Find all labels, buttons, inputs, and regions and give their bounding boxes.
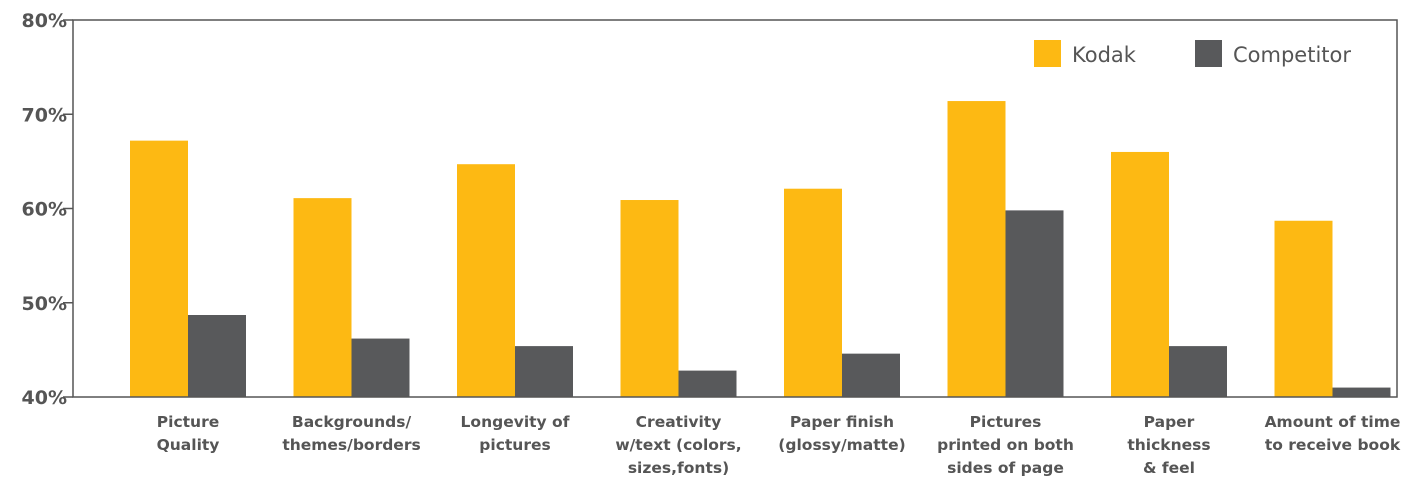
kodak-bar [130,140,188,397]
x-tick-label-line: printed on both [937,436,1074,454]
x-tick-label-line: Pictures [970,413,1042,431]
x-tick-label-line: Picture [157,413,219,431]
competitor-bar [351,338,410,397]
x-tick-label-line: w/text (colors, [615,436,741,454]
axis-layer [63,19,1398,398]
y-tick-label: 70% [22,104,67,126]
x-tick-label-line: thickness [1127,436,1210,454]
x-tick-label: Amount of time to receive book [1265,413,1401,454]
competitor-bar [678,370,737,397]
legend-swatch-kodak [1034,40,1061,67]
kodak-bar [947,101,1006,398]
kodak-bar [293,198,352,397]
x-tick-label: Paper thickness & feel [1127,413,1210,477]
legend: Kodak Competitor [1034,40,1351,67]
x-tick-label-line: & feel [1143,459,1195,477]
x-tick-label-line: to receive book [1265,436,1401,454]
x-tick-label-line: Amount of time [1265,413,1401,431]
competitor-bar [1332,387,1391,397]
kodak-bar [457,164,515,397]
competitor-bar [1169,346,1227,397]
kodak-bar [1274,220,1333,397]
x-tick-label-line: (glossy/matte) [778,436,905,454]
kodak-bar [1111,151,1169,397]
x-tick-label-line: pictures [479,436,550,454]
x-tick-label-line: Quality [157,436,220,454]
y-tick-label: 80% [22,10,67,32]
legend-swatch-competitor [1195,40,1222,67]
x-tick-label: Picture Quality [157,413,220,454]
x-tick-label: Paper finish (glossy/matte) [778,413,905,454]
competitor-bar [842,353,900,397]
x-tick-label-line: Longevity of [461,413,570,431]
y-tick-label: 40% [22,387,67,409]
x-tick-label-line: Backgrounds/ [292,413,412,431]
y-tick-label: 50% [22,293,67,315]
x-tick-label: Backgrounds/themes/borders [282,413,420,454]
competitor-bar [188,315,246,397]
bars-layer [130,101,1391,398]
plot-frame [72,19,1398,398]
x-tick-label-line: themes/borders [282,436,420,454]
legend-label-competitor: Competitor [1233,43,1351,67]
x-tick-label-line: Paper [1144,413,1195,431]
kodak-bar [620,200,679,397]
x-tick-label: Longevity of pictures [461,413,570,454]
competitor-bar [515,346,573,397]
y-tick-label: 60% [22,199,67,221]
x-tick-label-line: Paper finish [790,413,894,431]
x-tick-labels: Picture Quality Backgrounds/themes/borders… [157,413,1401,477]
x-tick-label-line: sizes,fonts) [628,459,729,477]
competitor-bar [1005,210,1064,397]
x-tick-label: Pictures printed on both sides of page [937,413,1074,477]
x-tick-label-line: sides of page [947,459,1064,477]
x-tick-label: Creativity w/text (colors, sizes,fonts) [615,413,741,477]
y-tick-labels: 80% 70% 60% 50% 40% [22,10,67,409]
legend-label-kodak: Kodak [1072,43,1137,67]
x-tick-label-line: Creativity [636,413,722,431]
kodak-bar [784,188,842,397]
